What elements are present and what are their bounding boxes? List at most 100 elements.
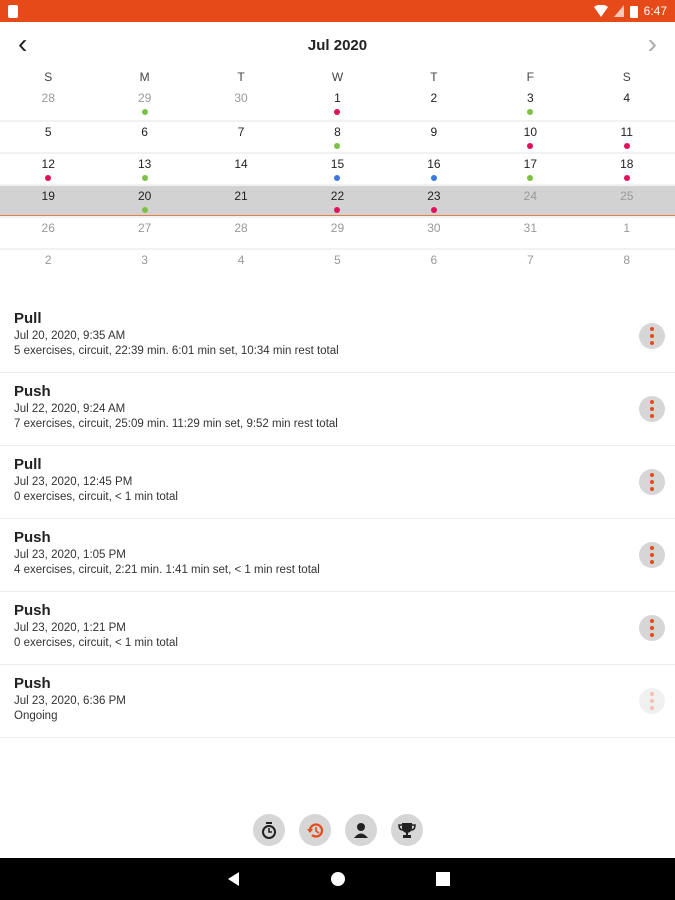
dot-icon bbox=[650, 473, 654, 477]
workout-summary: 5 exercises, circuit, 22:39 min. 6:01 mi… bbox=[14, 345, 339, 357]
more-options-button[interactable] bbox=[639, 615, 665, 641]
calendar-day[interactable]: 30 bbox=[193, 88, 289, 120]
calendar-day[interactable]: 23 bbox=[386, 186, 482, 215]
day-number: 19 bbox=[41, 189, 55, 203]
calendar-day[interactable]: 11 bbox=[579, 122, 675, 152]
bottom-navigation bbox=[0, 814, 675, 846]
calendar-day[interactable]: 31 bbox=[482, 218, 578, 248]
calendar-day[interactable]: 3 bbox=[96, 250, 192, 280]
calendar-week: 2 3 4 5 6 7 8 bbox=[0, 248, 675, 280]
dot-icon bbox=[650, 692, 654, 696]
calendar-day[interactable]: 30 bbox=[386, 218, 482, 248]
workout-title: Pull bbox=[14, 310, 42, 327]
day-number: 5 bbox=[334, 253, 341, 267]
day-number: 22 bbox=[330, 189, 345, 203]
calendar-day[interactable]: 3 bbox=[482, 88, 578, 120]
calendar-day[interactable]: 8 bbox=[579, 250, 675, 280]
calendar-day[interactable]: 8 bbox=[289, 122, 385, 152]
day-number: 8 bbox=[623, 253, 631, 267]
more-options-button[interactable] bbox=[639, 542, 665, 568]
history-tab[interactable] bbox=[298, 814, 331, 846]
day-number: 14 bbox=[234, 157, 248, 171]
clock: 6:47 bbox=[643, 4, 667, 18]
next-month-button[interactable]: › bbox=[647, 28, 657, 59]
calendar-day[interactable]: 7 bbox=[193, 122, 289, 152]
more-options-button[interactable] bbox=[639, 469, 665, 495]
day-number: 1 bbox=[623, 221, 631, 235]
workout-item[interactable]: Push Jul 23, 2020, 1:05 PM 4 exercises, … bbox=[0, 519, 675, 592]
workout-item[interactable]: Pull Jul 20, 2020, 9:35 AM 5 exercises, … bbox=[0, 300, 675, 373]
workout-item[interactable]: Push Jul 23, 2020, 6:36 PM Ongoing bbox=[0, 665, 675, 738]
day-number: 29 bbox=[137, 91, 152, 105]
calendar-grid: 28 29 30 1 2 3 4 5 6 7 8 9 10 11 12 13 14 15 16 17 18 19 20 21 2… bbox=[0, 88, 675, 280]
more-options-button[interactable] bbox=[639, 323, 665, 349]
day-number: 2 bbox=[44, 253, 52, 267]
calendar-day[interactable]: 29 bbox=[289, 218, 385, 248]
workout-dot bbox=[141, 207, 148, 213]
battery-icon bbox=[629, 5, 638, 18]
calendar-day[interactable]: 6 bbox=[386, 250, 482, 280]
calendar-day[interactable]: 19 bbox=[0, 186, 96, 215]
day-number: 12 bbox=[41, 157, 55, 171]
calendar-day[interactable]: 24 bbox=[482, 186, 578, 215]
calendar-day[interactable]: 4 bbox=[193, 250, 289, 280]
calendar-day[interactable]: 7 bbox=[482, 250, 578, 280]
workout-summary: Ongoing bbox=[14, 710, 58, 722]
calendar-day[interactable]: 22 bbox=[289, 186, 385, 215]
calendar-day[interactable]: 28 bbox=[0, 88, 96, 120]
calendar-day[interactable]: 25 bbox=[579, 186, 675, 215]
calendar-day[interactable]: 21 bbox=[193, 186, 289, 215]
sd-card-icon bbox=[8, 4, 18, 18]
calendar-day[interactable]: 15 bbox=[289, 154, 385, 184]
dot-icon bbox=[650, 480, 654, 484]
calendar-day[interactable]: 1 bbox=[289, 88, 385, 120]
profile-icon bbox=[353, 823, 368, 838]
calendar-day[interactable]: 20 bbox=[96, 186, 192, 215]
calendar-week: 5 6 7 8 9 10 11 bbox=[0, 120, 675, 152]
calendar-day[interactable]: 16 bbox=[386, 154, 482, 184]
calendar-day[interactable]: 14 bbox=[193, 154, 289, 184]
calendar-day[interactable]: 5 bbox=[289, 250, 385, 280]
day-number: 26 bbox=[41, 221, 55, 235]
calendar-day[interactable]: 2 bbox=[0, 250, 96, 280]
calendar-day[interactable]: 27 bbox=[96, 218, 192, 248]
calendar-day[interactable]: 1 bbox=[579, 218, 675, 248]
day-number: 15 bbox=[330, 157, 345, 171]
workout-title: Push bbox=[14, 383, 51, 400]
calendar-day[interactable]: 13 bbox=[96, 154, 192, 184]
calendar-day[interactable]: 18 bbox=[579, 154, 675, 184]
workout-dot bbox=[623, 143, 630, 149]
day-number: 4 bbox=[623, 91, 631, 105]
workout-item[interactable]: Push Jul 22, 2020, 9:24 AM 7 exercises, … bbox=[0, 373, 675, 446]
more-options-button[interactable] bbox=[639, 396, 665, 422]
calendar-day[interactable]: 12 bbox=[0, 154, 96, 184]
calendar-day[interactable]: 10 bbox=[482, 122, 578, 152]
more-options-button[interactable] bbox=[639, 688, 665, 714]
back-icon[interactable] bbox=[226, 871, 240, 887]
day-number: 28 bbox=[234, 221, 248, 235]
timer-tab[interactable] bbox=[252, 814, 285, 846]
recents-icon[interactable] bbox=[435, 872, 450, 886]
calendar-day[interactable]: 2 bbox=[386, 88, 482, 120]
calendar-day[interactable]: 28 bbox=[193, 218, 289, 248]
calendar-day[interactable]: 9 bbox=[386, 122, 482, 152]
workout-list: Pull Jul 20, 2020, 9:35 AM 5 exercises, … bbox=[0, 300, 675, 738]
dot-icon bbox=[650, 619, 654, 623]
calendar-day[interactable]: 6 bbox=[96, 122, 192, 152]
calendar-day[interactable]: 4 bbox=[579, 88, 675, 120]
calendar-day[interactable]: 5 bbox=[0, 122, 96, 152]
calendar-day[interactable]: 17 bbox=[482, 154, 578, 184]
workout-item[interactable]: Push Jul 23, 2020, 1:21 PM 0 exercises, … bbox=[0, 592, 675, 665]
workout-date: Jul 23, 2020, 1:21 PM bbox=[14, 622, 126, 634]
day-number: 7 bbox=[237, 125, 245, 139]
workout-summary: 0 exercises, circuit, < 1 min total bbox=[14, 637, 178, 649]
workout-item[interactable]: Pull Jul 23, 2020, 12:45 PM 0 exercises,… bbox=[0, 446, 675, 519]
trophy-tab[interactable] bbox=[390, 814, 423, 846]
calendar-day[interactable]: 26 bbox=[0, 218, 96, 248]
profile-tab[interactable] bbox=[344, 814, 377, 846]
calendar-day[interactable]: 29 bbox=[96, 88, 192, 120]
home-icon[interactable] bbox=[330, 871, 346, 887]
day-number: 11 bbox=[620, 125, 633, 139]
dot-icon bbox=[650, 706, 654, 710]
prev-month-button[interactable]: ‹ bbox=[18, 28, 28, 59]
